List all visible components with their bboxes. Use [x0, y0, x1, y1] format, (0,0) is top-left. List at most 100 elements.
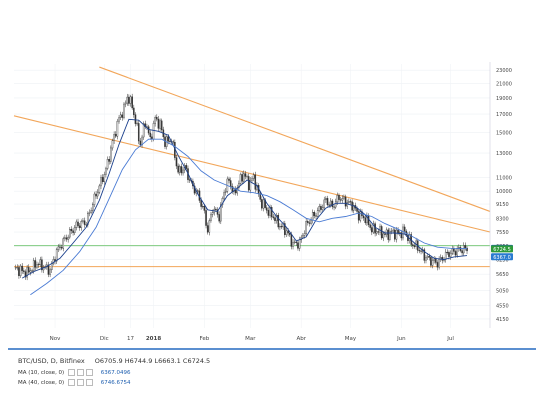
candle	[456, 248, 458, 256]
candle	[295, 241, 298, 243]
y-tick-label: 10000	[496, 189, 512, 195]
x-tick-label: Feb	[200, 336, 210, 342]
candle	[103, 174, 106, 183]
candle	[157, 118, 160, 129]
candle	[129, 96, 132, 104]
candle	[326, 198, 329, 206]
candle	[185, 165, 188, 169]
candle	[229, 180, 232, 187]
candle	[349, 201, 352, 203]
candle	[78, 225, 81, 228]
candle	[367, 215, 370, 225]
candle	[462, 245, 465, 254]
candle	[390, 230, 393, 232]
grid	[14, 64, 490, 328]
candle	[423, 249, 426, 261]
candle	[47, 264, 50, 275]
symbol-row: BTC/USD, D, Bitfinex O6705.9 H6744.9 L66…	[18, 357, 210, 365]
candle	[375, 231, 378, 234]
settings-icon[interactable]	[76, 379, 84, 386]
candle	[85, 224, 87, 226]
candle	[251, 178, 253, 181]
candle	[241, 174, 243, 182]
x-tick-label: May	[345, 336, 357, 342]
candle	[239, 174, 242, 184]
candle	[16, 267, 19, 269]
candle	[425, 257, 427, 261]
candle	[446, 251, 449, 253]
close-icon[interactable]	[85, 369, 93, 376]
candle	[293, 241, 296, 243]
eye-icon[interactable]	[67, 379, 75, 386]
candle	[453, 248, 455, 252]
candle	[121, 114, 124, 118]
candle	[108, 159, 110, 162]
candle	[177, 165, 179, 173]
candle	[36, 264, 38, 268]
candle	[316, 210, 319, 217]
candle	[448, 252, 450, 257]
candle	[451, 248, 454, 254]
moving-averages	[21, 118, 468, 296]
candle	[311, 212, 314, 221]
candle	[203, 205, 206, 211]
candle	[246, 176, 248, 178]
candle	[208, 220, 211, 233]
candle	[430, 257, 432, 266]
candle	[216, 209, 219, 215]
price-chart[interactable]: 23000 21000 19000 17000 15000 13000 11000 10000…	[8, 58, 536, 348]
price-tag	[491, 245, 513, 253]
ohlc-open: O6705.9	[94, 357, 123, 365]
candle	[175, 157, 178, 167]
candle	[412, 244, 414, 246]
candle	[267, 210, 270, 216]
candle	[124, 102, 127, 105]
trendlines	[13, 66, 491, 268]
y-tick-label: 19000	[496, 96, 512, 102]
candle	[114, 134, 117, 137]
x-tick-label: 17	[127, 336, 134, 342]
candle	[371, 227, 373, 233]
candle	[92, 204, 94, 211]
candle	[211, 212, 214, 215]
y-tick-label: 4550	[496, 304, 509, 310]
symbol-label[interactable]: BTC/USD, D, Bitfinex	[18, 357, 85, 365]
candle	[14, 267, 17, 269]
candle	[134, 114, 137, 124]
x-tick-label: Abr	[296, 336, 306, 342]
candle	[156, 117, 158, 120]
candle	[308, 222, 311, 224]
candle	[32, 260, 35, 272]
x-tick-label: Nov	[50, 336, 61, 342]
candle	[128, 96, 130, 104]
candle	[182, 169, 184, 174]
x-tick-label: Dic	[100, 336, 109, 342]
candle	[106, 159, 109, 169]
candle	[261, 199, 263, 209]
candle	[252, 174, 255, 179]
candle	[265, 207, 268, 211]
candle	[215, 208, 217, 211]
close-icon[interactable]	[85, 379, 93, 386]
settings-icon[interactable]	[76, 369, 84, 376]
candle	[403, 226, 406, 232]
candle	[397, 229, 399, 234]
candle	[362, 215, 365, 219]
candle	[338, 195, 340, 200]
candle	[461, 250, 463, 254]
candle	[433, 258, 435, 261]
candle	[428, 256, 431, 258]
candle	[210, 214, 212, 221]
candle	[384, 233, 386, 235]
candle	[101, 177, 104, 183]
candle	[279, 226, 281, 228]
ma-legend-row[interactable]: MA (10, close, 0) 6367.0496	[18, 369, 130, 376]
ma-10-line	[21, 118, 468, 279]
candle	[392, 229, 394, 232]
candle	[159, 120, 161, 129]
eye-icon[interactable]	[67, 369, 75, 376]
candle	[357, 211, 360, 221]
y-tick-label: 13000	[496, 151, 512, 157]
candle	[31, 270, 33, 272]
ma-legend-row[interactable]: MA (40, close, 0) 6746.6754	[18, 379, 130, 386]
